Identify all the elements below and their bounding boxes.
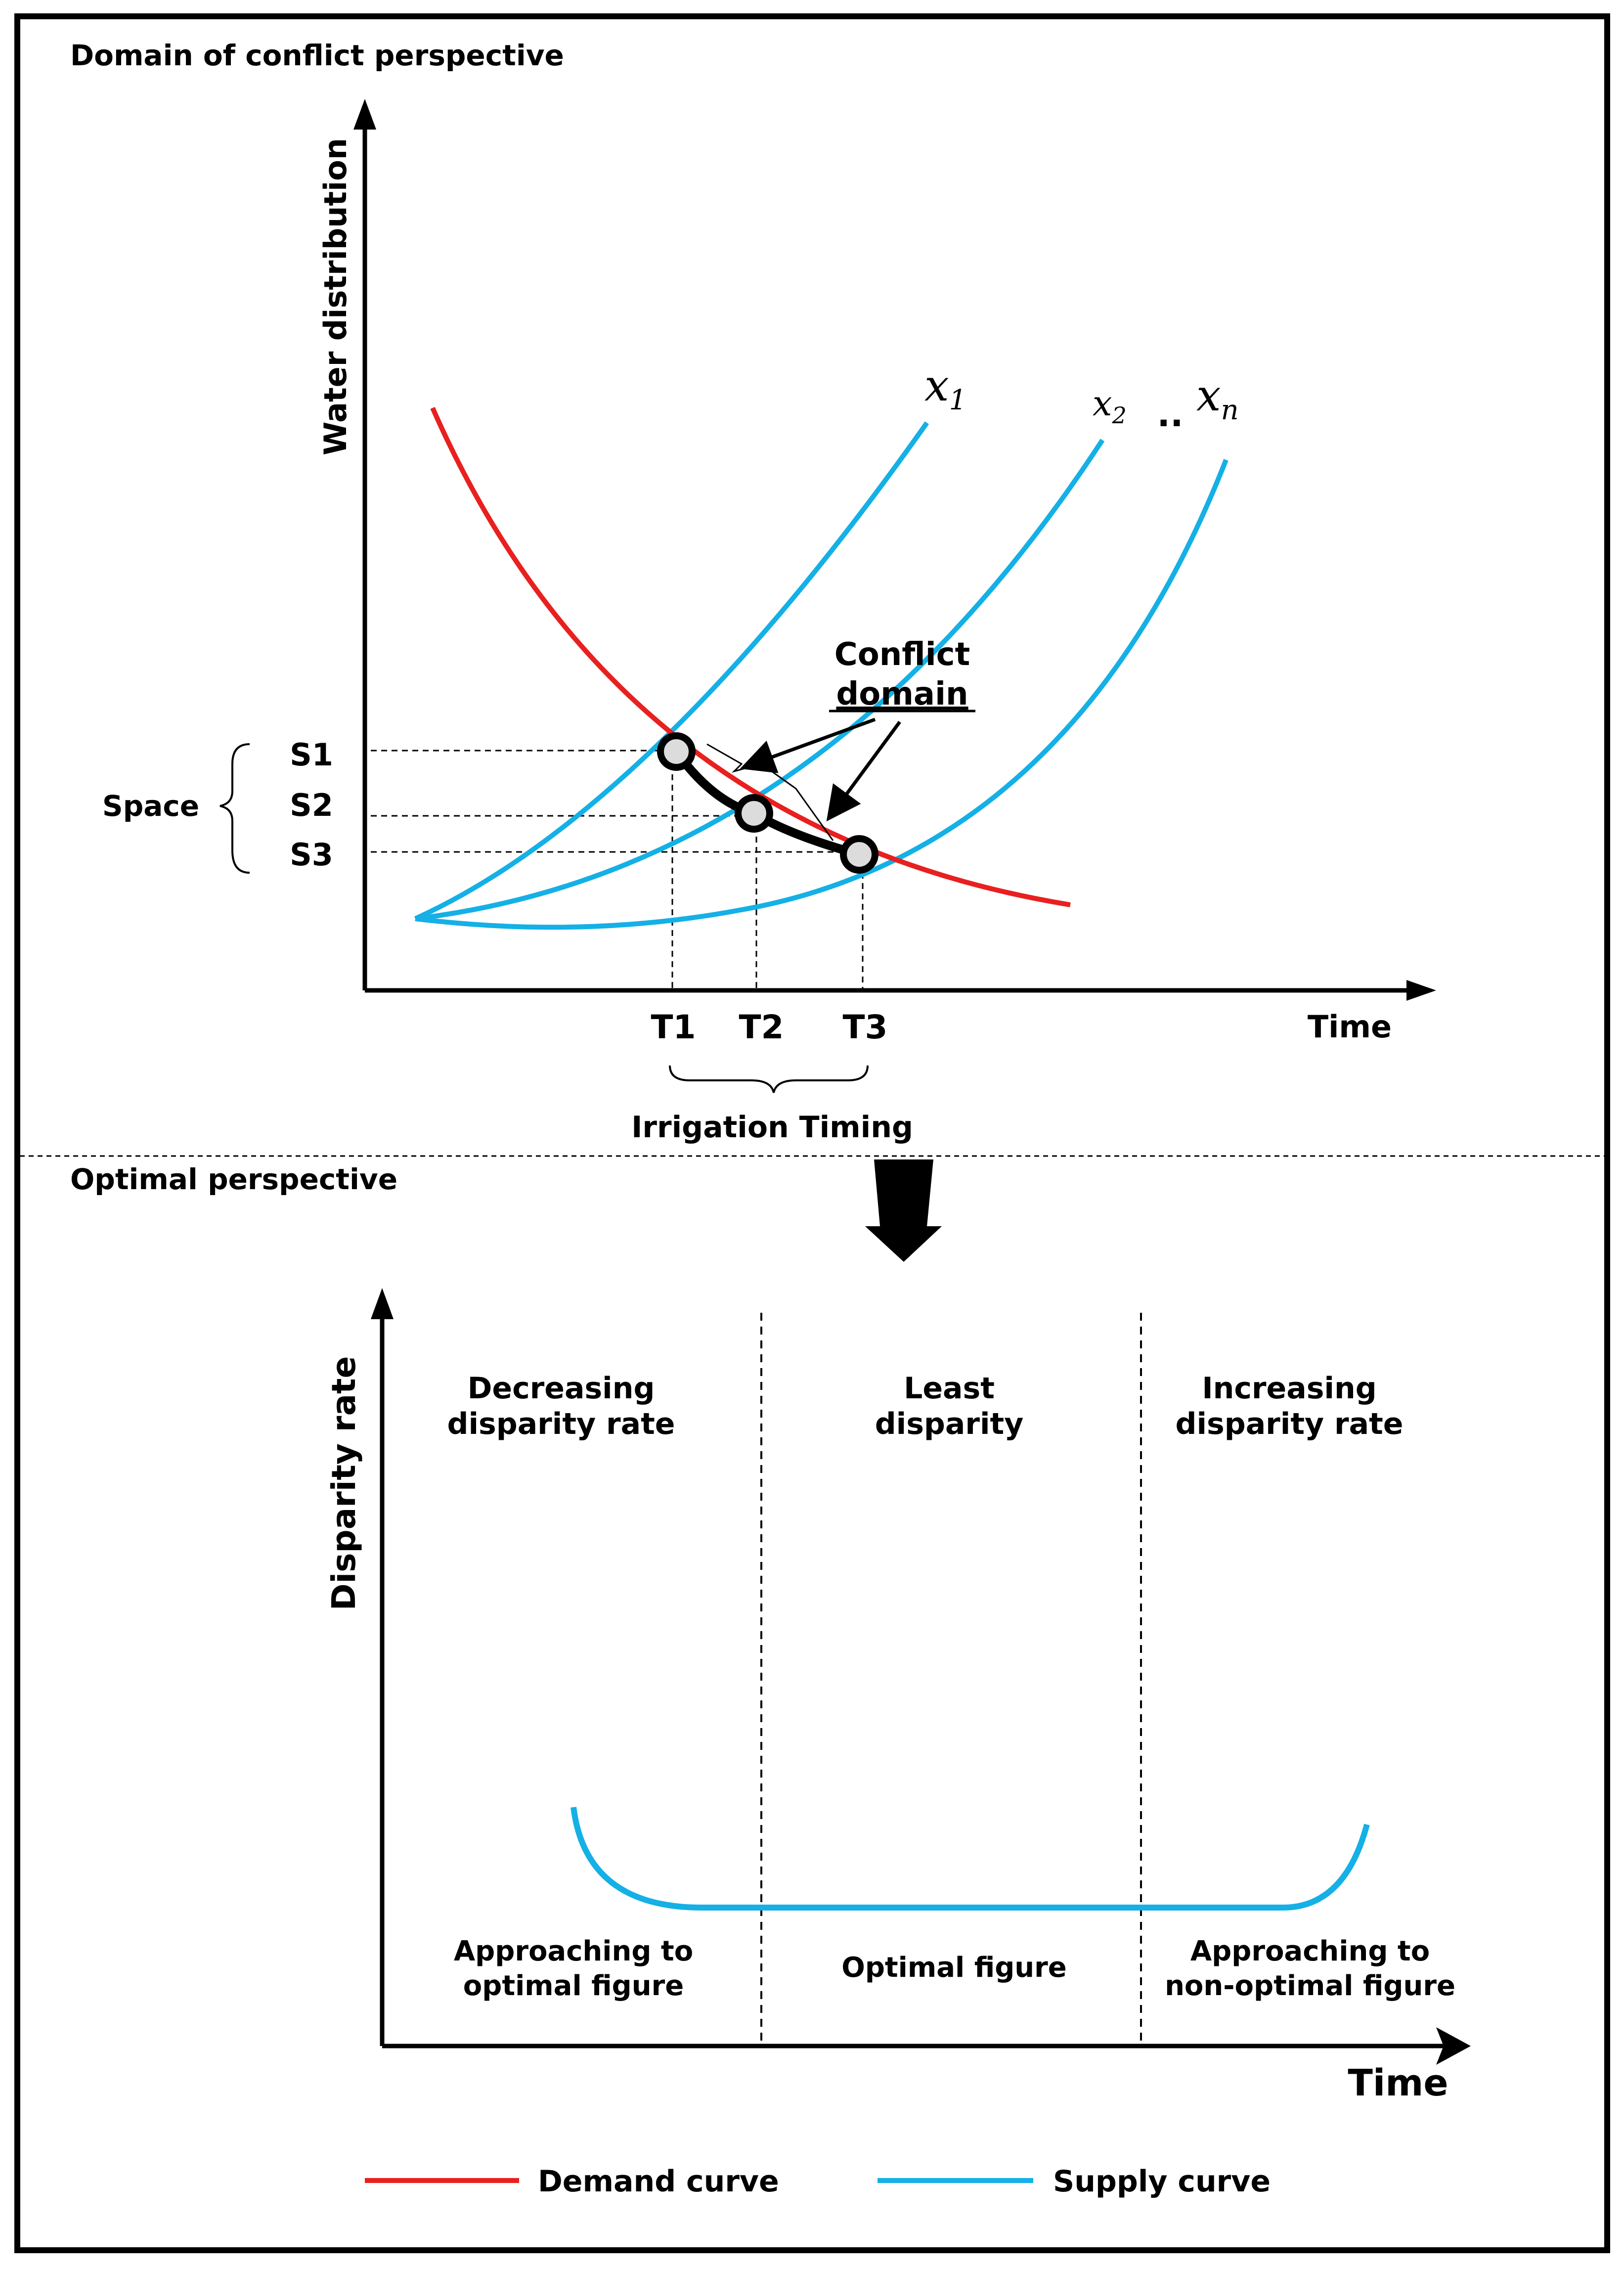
time-point-t3: T3 (843, 1008, 888, 1046)
space-label: Space (102, 789, 199, 823)
bottom-x-axis-arrowhead (1436, 2027, 1471, 2065)
region-decreasing-bottom-2: optimal figure (463, 1970, 684, 2002)
bottom-y-axis-arrowhead (371, 1288, 394, 1319)
region-least-top-1: Least (904, 1371, 995, 1406)
point-s2-t2 (735, 794, 773, 833)
bottom-x-axis-label: Time (1348, 2062, 1448, 2104)
bottom-panel-title: Optimal perspective (70, 1162, 397, 1196)
curve-label-x1: x1 (924, 360, 966, 416)
curve-label-x2: x2 (1093, 383, 1127, 429)
region-least-top-2: disparity (875, 1407, 1024, 1441)
bottom-y-axis-label: Disparity rate (325, 1356, 363, 1611)
region-increasing-top-2: disparity rate (1176, 1407, 1404, 1441)
point-s1-t1 (657, 732, 696, 771)
irrigation-brace (669, 1065, 869, 1093)
space-level-s3: S3 (290, 837, 333, 873)
space-level-s2: S2 (290, 787, 333, 823)
region-increasing: Increasing disparity rate Approaching to… (1165, 1371, 1455, 2002)
space-brace (219, 743, 250, 874)
top-y-axis-label: Water distribution (317, 138, 353, 455)
conflict-label-line1: Conflict (834, 636, 970, 673)
conflict-arrow-1 (740, 717, 876, 773)
region-decreasing: Decreasing disparity rate Approaching to… (447, 1371, 694, 2002)
legend-supply-label: Supply curve (1053, 2164, 1271, 2199)
time-point-t2: T2 (739, 1008, 784, 1046)
region-increasing-bottom-2: non-optimal figure (1165, 1970, 1455, 2002)
legend: Demand curve Supply curve (365, 2164, 1271, 2199)
top-panel-title: Domain of conflict perspective (70, 39, 564, 72)
region-least-bottom-1: Optimal figure (841, 1952, 1067, 1984)
region-decreasing-bottom-1: Approaching to (454, 1935, 693, 1967)
time-point-t1: T1 (651, 1008, 696, 1046)
top-x-axis-arrowhead (1406, 980, 1436, 1001)
figure-border (14, 13, 1610, 2253)
transition-arrow (865, 1159, 942, 1262)
legend-demand-label: Demand curve (538, 2164, 779, 2199)
supply-curve-x2 (415, 439, 1105, 921)
supply-curve-xn (415, 459, 1229, 930)
region-decreasing-top-2: disparity rate (447, 1407, 675, 1441)
top-x-axis-label: Time (1308, 1009, 1392, 1045)
region-increasing-bottom-1: Approaching to (1190, 1935, 1430, 1967)
region-decreasing-top-1: Decreasing (468, 1371, 655, 1406)
point-s3-t3 (840, 835, 878, 874)
disparity-curve (571, 1807, 1370, 1911)
space-level-s1: S1 (290, 737, 333, 773)
conflict-label-line2: domain (836, 676, 968, 712)
irrigation-timing-label: Irrigation Timing (631, 1110, 913, 1145)
conflict-arrow-2 (826, 720, 901, 822)
curve-label-xn: xn (1196, 370, 1239, 426)
region-least: Least disparity Optimal figure (841, 1371, 1067, 1984)
top-y-axis-arrowhead (353, 99, 376, 130)
region-increasing-top-1: Increasing (1202, 1371, 1376, 1406)
curve-label-ellipsis: .. (1157, 394, 1183, 435)
